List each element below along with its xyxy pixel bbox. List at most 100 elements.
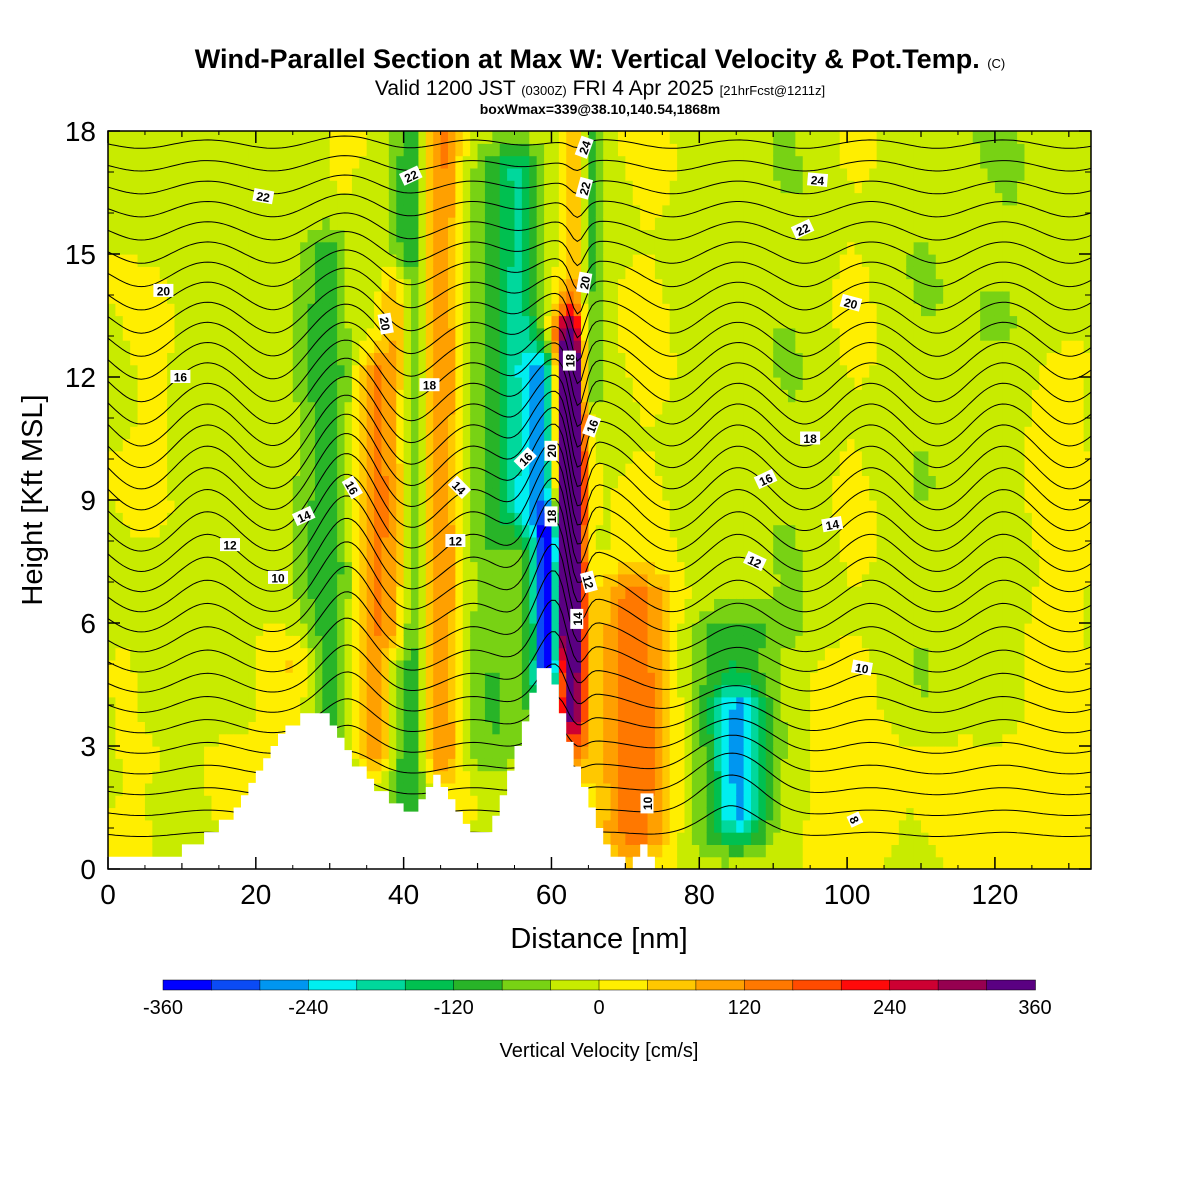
field-cell — [447, 389, 456, 403]
field-cell — [647, 819, 656, 833]
field-cell — [669, 217, 678, 230]
field-cell — [462, 647, 471, 661]
field-cell — [115, 832, 124, 845]
field-cell — [447, 721, 456, 735]
field-cell — [144, 290, 153, 304]
field-cell — [351, 561, 360, 575]
field-cell — [115, 426, 124, 440]
field-cell — [536, 278, 545, 292]
field-cell — [662, 856, 671, 869]
field-cell — [314, 598, 323, 612]
field-cell — [691, 586, 700, 599]
field-cell — [573, 524, 582, 538]
field-cell — [514, 659, 523, 673]
field-cell — [351, 709, 360, 722]
field-cell — [425, 340, 434, 353]
field-cell — [677, 659, 686, 673]
field-cell — [196, 426, 205, 440]
field-cell — [174, 204, 183, 218]
field-cell — [455, 684, 464, 698]
field-cell — [181, 832, 190, 845]
field-cell — [632, 832, 641, 845]
field-cell — [403, 180, 412, 194]
field-cell — [137, 696, 146, 710]
field-cell — [425, 352, 434, 366]
field-cell — [270, 561, 279, 575]
field-cell — [248, 647, 257, 661]
field-cell — [167, 131, 176, 144]
field-cell — [137, 782, 146, 796]
field-cell — [514, 500, 523, 513]
field-cell — [684, 266, 693, 280]
field-cell — [388, 709, 397, 722]
field-cell — [492, 635, 501, 649]
field-cell — [714, 512, 723, 526]
field-cell — [610, 733, 619, 747]
field-cell — [159, 438, 168, 452]
field-cell — [714, 204, 723, 218]
field-cell — [691, 426, 700, 440]
field-cell — [691, 647, 700, 661]
field-cell — [181, 512, 190, 526]
field-cell — [418, 672, 427, 686]
field-cell — [181, 303, 190, 317]
field-cell — [617, 180, 626, 194]
field-cell — [470, 500, 479, 513]
field-cell — [189, 426, 198, 440]
field-cell — [226, 266, 235, 280]
field-cell — [714, 167, 723, 181]
field-cell — [167, 487, 176, 501]
field-cell — [418, 684, 427, 698]
field-cell — [329, 254, 338, 267]
field-cell — [721, 844, 730, 858]
field-cell — [425, 192, 434, 206]
field-cell — [144, 561, 153, 575]
field-cell — [411, 389, 420, 403]
field-cell — [300, 598, 309, 612]
field-cell — [699, 819, 708, 833]
field-cell — [403, 733, 412, 747]
field-cell — [521, 327, 530, 341]
field-cell — [603, 536, 612, 550]
field-cell — [108, 364, 116, 378]
field-cell — [507, 426, 516, 440]
field-cell — [684, 401, 693, 415]
field-cell — [536, 217, 545, 230]
field-cell — [285, 561, 294, 575]
field-cell — [699, 561, 708, 575]
field-cell — [396, 647, 405, 661]
field-cell — [233, 647, 242, 661]
field-cell — [167, 266, 176, 280]
field-cell — [418, 364, 427, 378]
field-cell — [144, 217, 153, 230]
field-cell — [181, 352, 190, 366]
field-cell — [263, 549, 272, 563]
field-cell — [366, 696, 375, 710]
field-cell — [196, 832, 205, 845]
field-cell — [411, 770, 420, 784]
field-cell — [714, 426, 723, 440]
field-cell — [662, 413, 671, 427]
field-cell — [492, 561, 501, 575]
field-cell — [167, 623, 176, 636]
field-cell — [603, 647, 612, 661]
field-cell — [573, 746, 582, 759]
field-cell — [196, 819, 205, 833]
field-cell — [159, 549, 168, 563]
field-cell — [418, 180, 427, 194]
field-cell — [204, 450, 213, 464]
field-cell — [388, 155, 397, 169]
field-cell — [558, 426, 567, 440]
field-cell — [344, 364, 353, 378]
field-cell — [499, 659, 508, 673]
field-cell — [108, 180, 116, 194]
field-cell — [544, 413, 553, 427]
field-cell — [270, 672, 279, 686]
field-cell — [691, 401, 700, 415]
field-cell — [374, 721, 383, 735]
field-cell — [662, 500, 671, 513]
field-cell — [617, 524, 626, 538]
field-cell — [447, 586, 456, 599]
field-cell — [625, 659, 634, 673]
field-cell — [196, 450, 205, 464]
